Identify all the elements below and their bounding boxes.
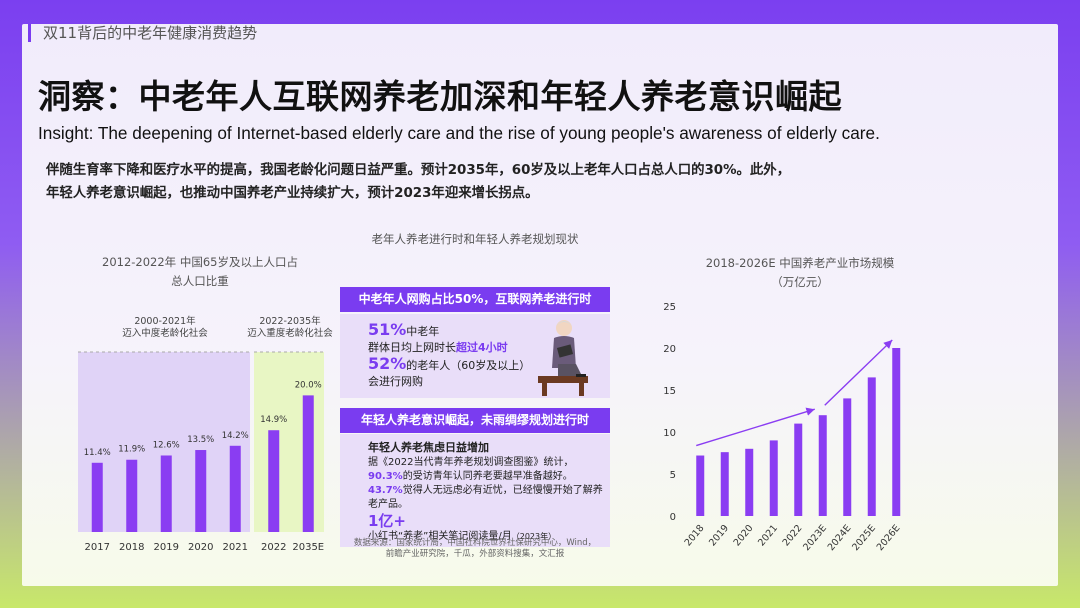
- intro-line-2: 年轻人养老意识崛起，也推动中国养老产业持续扩大，预计2023年迎来增长拐点。: [46, 186, 539, 201]
- young-p1: 据《2022当代青年养老规划调查图鉴》统计，: [368, 457, 574, 468]
- right-chart: 0 5 10 15 20 25 2018 2019 2020 2021 20222023E2024E…: [663, 302, 903, 553]
- source-line1: 数据来源：国家统计局，中国社科院世界社保研究中心，Wind，: [353, 538, 597, 548]
- stat1-line2-a: 群体日均上网时长: [368, 341, 456, 354]
- intro-line-1: 伴随生育率下降和医疗水平的提高，我国老龄化问题日益严重。预计2035年，60岁及…: [46, 163, 791, 178]
- young-p2-value: 90.3%: [368, 471, 403, 482]
- young-p2-text: 的受访青年认同养老要越早准备越好。: [402, 471, 573, 482]
- market-bar-2023E: [818, 415, 827, 516]
- young-p3-value: 43.7%: [368, 485, 403, 496]
- stat1-value: 51%: [368, 320, 407, 339]
- market-bar-2018: [696, 455, 705, 516]
- trend-arrow-1: [696, 407, 815, 447]
- ytick-5: 5: [670, 470, 676, 481]
- market-bar-2024E: [843, 398, 852, 516]
- stat1-line1: 51%中老年: [368, 322, 530, 340]
- page-subtitle: Insight: The deepening of Internet-based…: [38, 123, 880, 143]
- phase2-label-line2: 迈入重度老龄化社会: [247, 327, 333, 339]
- ytick-10: 10: [663, 428, 676, 439]
- xtick-2020: 2020: [732, 523, 756, 549]
- stat1-line2: 群体日均上网时长超过4小时: [368, 340, 530, 356]
- source-line2: 前瞻产业研究院，千瓜，外部资料搜集，文汇报: [385, 549, 565, 559]
- bar-2019: [160, 455, 172, 532]
- stat1-text: 中老年: [406, 325, 440, 338]
- right-chart-title-line1: 2018-2026E 中国养老产业市场规模: [705, 256, 895, 270]
- market-bar-2020: [745, 448, 754, 516]
- big-text-line: 小红书“养老”相关笔记阅读量/月（2023年）: [368, 530, 603, 544]
- tick-label-2019: 2019: [154, 542, 179, 553]
- bar-label-2020: 13.5%: [187, 435, 214, 445]
- ytick-25: 25: [663, 302, 676, 313]
- bar-2035E: [302, 395, 314, 532]
- xtick-2026E: 2026E: [875, 523, 903, 553]
- phase1-label-line2: 迈入中度老龄化社会: [122, 327, 208, 339]
- young-heading: 年轻人养老焦虑日益增加: [368, 441, 489, 454]
- xtick-2022: 2022: [781, 523, 805, 549]
- xtick-2021: 2021: [756, 523, 780, 549]
- market-bar-2026E: [892, 348, 901, 516]
- bar-label-2019: 12.6%: [153, 440, 180, 450]
- elderly-woman-illustration: [538, 320, 588, 396]
- section-label: 双11背后的中老年健康消费趋势: [28, 24, 257, 42]
- phase1-label-line1: 2000-2021年: [134, 315, 196, 327]
- bar-label-2018: 11.9%: [118, 445, 145, 455]
- xtick-2019: 2019: [707, 523, 731, 549]
- big-note: （2023年）: [511, 532, 557, 541]
- trend-arrow-2: [824, 339, 893, 406]
- xtick-2025E: 2025E: [850, 523, 878, 553]
- young-p2: 90.3%的受访青年认同养老要越早准备越好。: [368, 470, 603, 484]
- bar-2021: [229, 445, 241, 532]
- bar-label-2022: 14.9%: [260, 415, 287, 425]
- stat2-line2: 会进行网购: [368, 375, 423, 388]
- panel-young-planning: 年轻人养老焦虑日益增加 据《2022当代青年养老规划调查图鉴》统计， 90.3%…: [340, 434, 610, 547]
- market-bar-2019: [720, 452, 729, 516]
- tick-label-2018: 2018: [119, 542, 144, 553]
- tick-label-2017: 2017: [85, 542, 110, 553]
- young-p3-text: 觉得人无远虑必有近忧，已经慢慢开始了解养: [402, 485, 603, 496]
- bar-label-2035E: 20.0%: [295, 380, 322, 390]
- xtick-2018: 2018: [683, 523, 707, 549]
- phase2-label-line1: 2022-2035年: [259, 315, 321, 327]
- stat2-text: 的老年人（60岁及以上）: [406, 359, 531, 372]
- stat1-line2-b: 超过4小时: [456, 341, 508, 354]
- bar-label-2017: 11.4%: [84, 448, 111, 458]
- xtick-2024E: 2024E: [826, 523, 854, 553]
- bar-2018: [126, 459, 138, 532]
- ytick-0: 0: [670, 512, 676, 523]
- big-text: 小红书“养老”相关笔记阅读量/月: [368, 531, 512, 542]
- middle-title: 老年人养老进行时和年轻人养老规划现状: [371, 232, 579, 246]
- stat2-line1: 52%的老年人（60岁及以上）: [368, 356, 530, 374]
- stat2-value: 52%: [368, 354, 407, 373]
- tick-label-2021: 2021: [223, 542, 248, 553]
- tick-label-2035E: 2035E: [292, 542, 324, 553]
- xtick-2023E: 2023E: [801, 523, 829, 553]
- left-chart-title-line1: 2012-2022年 中国65岁及以上人口占: [102, 255, 298, 269]
- bar-2020: [195, 450, 207, 532]
- panel-internet-elderly: 51%中老年 群体日均上网时长超过4小时 52%的老年人（60岁及以上） 会进行…: [340, 314, 610, 398]
- tick-label-2020: 2020: [188, 542, 213, 553]
- bar-2017: [91, 462, 103, 532]
- right-chart-title: 2018-2026E 中国养老产业市场规模 （万亿元）: [680, 254, 920, 292]
- young-p3-line2: 老产品。: [368, 499, 408, 510]
- right-chart-title-line2: （万亿元）: [771, 275, 829, 289]
- market-bar-2022: [794, 423, 803, 516]
- ytick-15: 15: [663, 386, 676, 397]
- tick-label-2022: 2022: [261, 542, 286, 553]
- data-source: 数据来源：国家统计局，中国社科院世界社保研究中心，Wind， 前瞻产业研究院，千…: [340, 538, 610, 560]
- banner-internet-elderly: 中老年人网购占比50%，互联网养老进行时: [340, 287, 610, 312]
- left-chart-title: 2012-2022年 中国65岁及以上人口占 总人口比重: [80, 253, 320, 291]
- big-value: 1亿+: [368, 512, 407, 530]
- page-title: 洞察：中老年人互联网养老加深和年轻人养老意识崛起: [38, 77, 842, 116]
- left-chart-title-line2: 总人口比重: [171, 274, 229, 288]
- young-p3: 43.7%觉得人无远虑必有近忧，已经慢慢开始了解养: [368, 484, 603, 498]
- market-bar-2025E: [867, 377, 876, 516]
- intro-text: 伴随生育率下降和医疗水平的提高，我国老龄化问题日益严重。预计2035年，60岁及…: [46, 159, 790, 205]
- market-bar-2021: [769, 440, 778, 516]
- banner-young-planning: 年轻人养老意识崛起，未雨绸缪规划进行时: [340, 408, 610, 433]
- ytick-20: 20: [663, 344, 676, 355]
- bar-2022: [268, 430, 280, 532]
- bar-label-2021: 14.2%: [222, 431, 249, 441]
